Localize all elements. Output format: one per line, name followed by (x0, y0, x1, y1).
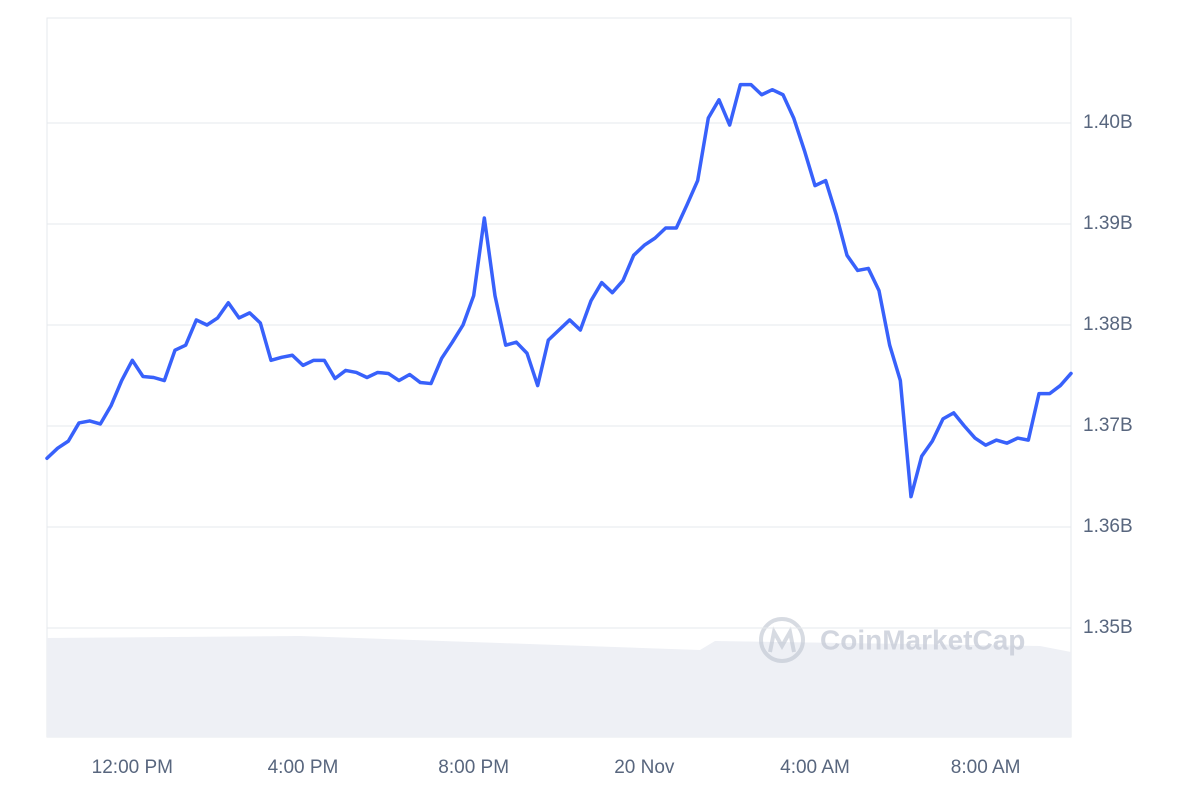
x-tick-label: 20 Nov (614, 757, 675, 778)
y-tick-label: 1.40B (1083, 112, 1133, 133)
y-tick-label: 1.39B (1083, 213, 1133, 234)
x-tick-label: 4:00 PM (268, 757, 339, 778)
y-tick-label: 1.35B (1083, 617, 1133, 638)
x-tick-label: 12:00 PM (92, 757, 173, 778)
x-tick-label: 4:00 AM (780, 757, 850, 778)
watermark-logo (759, 617, 805, 663)
x-tick-label: 8:00 PM (438, 757, 509, 778)
y-tick-label: 1.36B (1083, 516, 1133, 537)
y-tick-label: 1.37B (1083, 415, 1133, 436)
x-tick-label: 8:00 AM (951, 757, 1021, 778)
price-line (45, 82, 1073, 499)
volume-area (47, 636, 1071, 737)
watermark: CoinMarketCap (820, 624, 1025, 655)
y-tick-label: 1.38B (1083, 314, 1133, 335)
